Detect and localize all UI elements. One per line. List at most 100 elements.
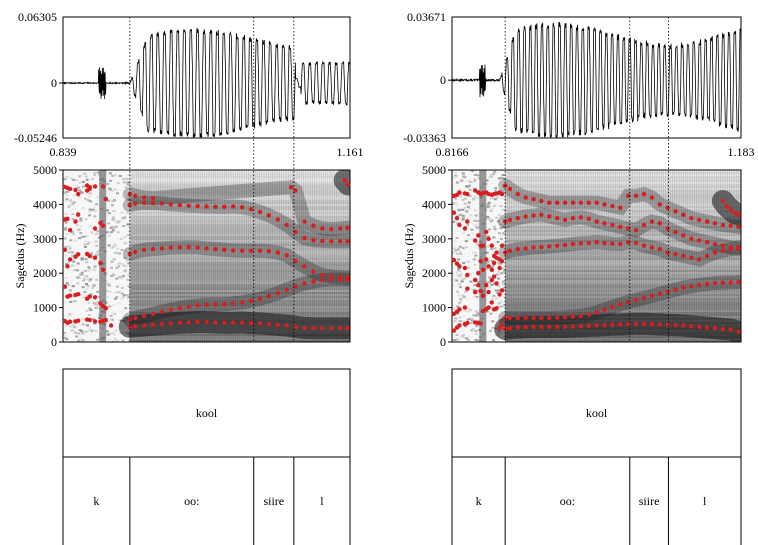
formant-point	[240, 248, 245, 253]
formant-point	[127, 202, 132, 208]
formant-point	[497, 265, 502, 271]
formant-point	[539, 315, 544, 321]
freq-tick-label: 4000	[33, 197, 57, 211]
formant-point	[150, 196, 156, 201]
formant-point	[320, 277, 325, 283]
formant-point	[141, 247, 147, 252]
formant-point	[673, 322, 678, 328]
formant-point	[150, 200, 156, 206]
formant-point	[231, 248, 236, 253]
formant-point	[586, 216, 591, 221]
formant-point	[491, 260, 497, 266]
formant-point	[697, 238, 702, 243]
formant-point	[578, 200, 584, 205]
formant-point	[523, 315, 528, 321]
formant-point	[494, 281, 499, 286]
formant-point	[570, 216, 576, 221]
formant-point	[73, 187, 78, 193]
freq-tick-label: 1000	[422, 301, 446, 315]
formant-point	[712, 221, 718, 226]
formant-point	[486, 305, 491, 310]
formant-point	[681, 212, 686, 217]
spectrogram-frame	[62, 169, 351, 343]
waveform-trace	[451, 21, 742, 139]
formant-point	[539, 198, 544, 204]
formant-point	[523, 195, 528, 200]
formant-point	[484, 283, 489, 288]
formant-point	[610, 241, 615, 246]
formant-point	[486, 264, 491, 269]
formant-point	[320, 326, 325, 331]
formant-point	[704, 253, 710, 259]
formant-point	[736, 212, 741, 217]
formant-point	[457, 323, 462, 328]
formant-point	[497, 292, 502, 297]
formant-point	[507, 217, 513, 223]
formant-point	[345, 225, 350, 230]
formant-point	[177, 320, 182, 325]
formant-point	[633, 297, 639, 303]
segment-label: oo:	[560, 494, 575, 508]
formant-point	[186, 320, 191, 325]
formant-point	[697, 282, 702, 288]
formant-point	[562, 315, 568, 320]
formant-point	[562, 242, 568, 248]
formant-point	[87, 294, 92, 299]
formant-point	[329, 274, 334, 279]
formant-point	[92, 226, 98, 231]
formant-point	[610, 203, 615, 209]
formant-point	[87, 185, 92, 190]
formant-point	[476, 283, 481, 288]
panel-1	[59, 16, 351, 545]
formant-point	[293, 324, 298, 330]
formant-point	[704, 240, 710, 245]
formant-point	[67, 293, 73, 298]
formant-point	[338, 226, 343, 231]
formant-point	[457, 307, 462, 312]
formant-point	[103, 306, 109, 311]
formant-point	[478, 321, 483, 326]
formant-point	[98, 220, 103, 226]
formant-point	[618, 205, 623, 210]
time-start-label: 0.839	[50, 145, 77, 159]
formant-point	[697, 324, 702, 330]
formant-point	[489, 300, 494, 305]
spectrogram-frame	[451, 169, 742, 343]
formant-point	[578, 215, 584, 220]
formant-point	[451, 257, 457, 263]
formant-point	[594, 323, 599, 328]
formant-point	[186, 244, 191, 250]
formant-point	[618, 302, 623, 307]
formant-point	[302, 281, 307, 286]
formant-point	[338, 326, 343, 331]
formant-point	[602, 202, 607, 207]
time-start-label: 0.8166	[436, 145, 469, 159]
freq-tick-label: 0	[440, 335, 446, 349]
segment-label: l	[320, 494, 324, 508]
formant-point	[213, 302, 218, 307]
formant-point	[649, 321, 655, 327]
word-tier	[451, 368, 742, 458]
formant-point	[610, 322, 615, 327]
formant-point	[515, 246, 520, 252]
formant-point	[311, 279, 316, 284]
formant-point	[657, 291, 662, 296]
formant-point	[610, 304, 615, 310]
waveform-max-label: 0.06305	[18, 10, 57, 24]
formant-point	[204, 302, 209, 307]
formant-point	[320, 272, 325, 278]
formant-point	[103, 196, 109, 202]
freq-axis-label: Sagedus (Hz)	[402, 224, 416, 289]
formant-point	[494, 306, 499, 311]
formant-point	[497, 257, 502, 262]
formant-point	[275, 322, 280, 327]
formant-point	[736, 224, 741, 229]
formant-point	[649, 195, 655, 200]
formant-point	[65, 264, 70, 269]
formant-point	[641, 295, 647, 301]
formant-point	[602, 221, 607, 226]
formant-point	[141, 323, 147, 328]
formant-point	[531, 197, 536, 202]
formant-point	[497, 326, 502, 331]
formant-point	[293, 284, 298, 289]
